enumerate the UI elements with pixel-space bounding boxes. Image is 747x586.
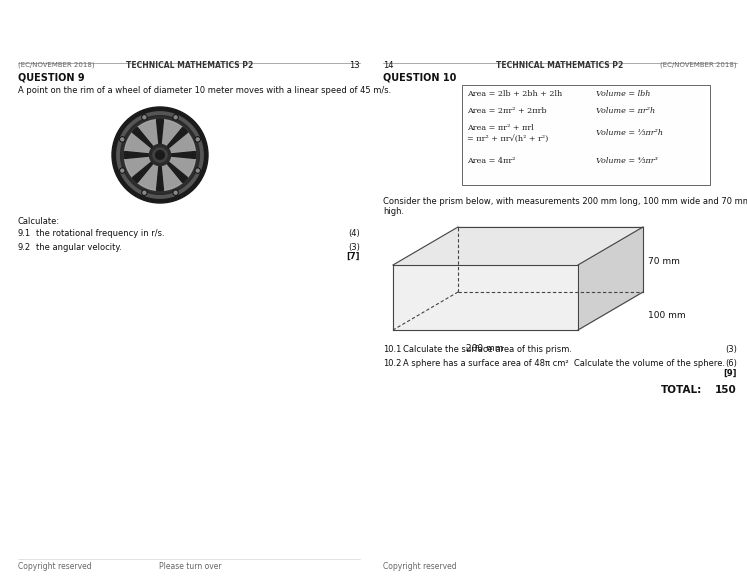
Circle shape bbox=[195, 137, 200, 142]
Text: 70 mm: 70 mm bbox=[648, 257, 680, 265]
Polygon shape bbox=[161, 160, 182, 190]
Circle shape bbox=[120, 168, 125, 173]
Text: TECHNICAL MATHEMATICS P2: TECHNICAL MATHEMATICS P2 bbox=[496, 61, 624, 70]
Circle shape bbox=[121, 169, 124, 172]
Polygon shape bbox=[164, 159, 187, 182]
Text: Area = 2lb + 2bh + 2lh: Area = 2lb + 2bh + 2lh bbox=[467, 90, 562, 98]
Text: 150: 150 bbox=[715, 385, 737, 395]
Text: 9.2: 9.2 bbox=[18, 243, 31, 252]
Polygon shape bbox=[165, 156, 196, 178]
Text: Volume = ⁴⁄₃πr³: Volume = ⁴⁄₃πr³ bbox=[596, 157, 658, 165]
Text: the angular velocity.: the angular velocity. bbox=[36, 243, 122, 252]
Polygon shape bbox=[125, 152, 153, 158]
Circle shape bbox=[195, 168, 200, 173]
Polygon shape bbox=[165, 132, 196, 154]
Text: 9.1: 9.1 bbox=[18, 229, 31, 238]
Text: 10.2: 10.2 bbox=[383, 359, 401, 368]
Text: 100 mm: 100 mm bbox=[648, 312, 686, 321]
Polygon shape bbox=[125, 156, 155, 178]
Polygon shape bbox=[125, 132, 155, 154]
Bar bbox=[462, 85, 710, 185]
Text: = πr² + πr√(h² + r²): = πr² + πr√(h² + r²) bbox=[467, 135, 548, 143]
Text: the rotational frequency in r/s.: the rotational frequency in r/s. bbox=[36, 229, 164, 238]
Text: high.: high. bbox=[383, 207, 404, 216]
Polygon shape bbox=[157, 162, 164, 190]
Text: Consider the prism below, with measurements 200 mm long, 100 mm wide and 70 mm: Consider the prism below, with measureme… bbox=[383, 197, 747, 206]
Text: A point on the rim of a wheel of diameter 10 meter moves with a linear speed of : A point on the rim of a wheel of diamete… bbox=[18, 86, 391, 95]
Circle shape bbox=[153, 148, 167, 162]
Text: Copyright reserved: Copyright reserved bbox=[18, 562, 92, 571]
Circle shape bbox=[112, 107, 208, 203]
Polygon shape bbox=[137, 120, 159, 150]
Polygon shape bbox=[578, 227, 643, 330]
Text: Volume = ¹⁄₃πr²h: Volume = ¹⁄₃πr²h bbox=[596, 129, 663, 137]
Circle shape bbox=[173, 190, 178, 195]
Text: A sphere has a surface area of 48π cm²  Calculate the volume of the sphere.: A sphere has a surface area of 48π cm² C… bbox=[403, 359, 725, 368]
Circle shape bbox=[120, 115, 199, 195]
Circle shape bbox=[149, 144, 170, 166]
Circle shape bbox=[123, 118, 197, 192]
Text: 14: 14 bbox=[383, 61, 394, 70]
Polygon shape bbox=[137, 160, 159, 190]
Circle shape bbox=[142, 115, 147, 120]
Polygon shape bbox=[393, 227, 643, 265]
Circle shape bbox=[173, 115, 178, 120]
Circle shape bbox=[117, 112, 203, 198]
Text: TOTAL:: TOTAL: bbox=[661, 385, 702, 395]
Polygon shape bbox=[132, 128, 155, 151]
Circle shape bbox=[174, 191, 177, 194]
Text: Calculate:: Calculate: bbox=[18, 217, 60, 226]
Text: TECHNICAL MATHEMATICS P2: TECHNICAL MATHEMATICS P2 bbox=[126, 61, 254, 70]
Text: QUESTION 10: QUESTION 10 bbox=[383, 73, 456, 83]
Text: [9]: [9] bbox=[724, 369, 737, 378]
Text: (3): (3) bbox=[725, 345, 737, 354]
Text: Please turn over: Please turn over bbox=[158, 562, 221, 571]
Circle shape bbox=[196, 169, 199, 172]
Polygon shape bbox=[164, 128, 187, 151]
Polygon shape bbox=[161, 120, 182, 150]
Text: Area = 4πr²: Area = 4πr² bbox=[467, 157, 515, 165]
Polygon shape bbox=[157, 120, 164, 148]
Text: QUESTION 9: QUESTION 9 bbox=[18, 73, 84, 83]
Text: Volume = lbh: Volume = lbh bbox=[596, 90, 651, 98]
Text: (EC/NOVEMBER 2018): (EC/NOVEMBER 2018) bbox=[660, 61, 737, 67]
Circle shape bbox=[174, 116, 177, 119]
Text: [7]: [7] bbox=[347, 252, 360, 261]
Circle shape bbox=[196, 138, 199, 141]
Circle shape bbox=[121, 138, 124, 141]
Text: Volume = πr²h: Volume = πr²h bbox=[596, 107, 655, 115]
Text: 10.1: 10.1 bbox=[383, 345, 401, 354]
Text: Area = 2πr² + 2πrb: Area = 2πr² + 2πrb bbox=[467, 107, 547, 115]
Polygon shape bbox=[393, 265, 578, 330]
Text: Copyright reserved: Copyright reserved bbox=[383, 562, 456, 571]
Text: Calculate the surface area of this prism.: Calculate the surface area of this prism… bbox=[403, 345, 572, 354]
Circle shape bbox=[143, 191, 146, 194]
Circle shape bbox=[142, 190, 147, 195]
Circle shape bbox=[143, 116, 146, 119]
Text: 200 mm: 200 mm bbox=[466, 344, 503, 353]
Text: 13: 13 bbox=[350, 61, 360, 70]
Circle shape bbox=[155, 151, 164, 159]
Circle shape bbox=[120, 137, 125, 142]
Polygon shape bbox=[132, 159, 155, 182]
Polygon shape bbox=[167, 152, 196, 158]
Text: (EC/NOVEMBER 2018): (EC/NOVEMBER 2018) bbox=[18, 61, 95, 67]
Text: (4): (4) bbox=[348, 229, 360, 238]
Text: (6): (6) bbox=[725, 359, 737, 368]
Text: Area = πr² + πrl: Area = πr² + πrl bbox=[467, 124, 534, 132]
Text: (3): (3) bbox=[348, 243, 360, 252]
